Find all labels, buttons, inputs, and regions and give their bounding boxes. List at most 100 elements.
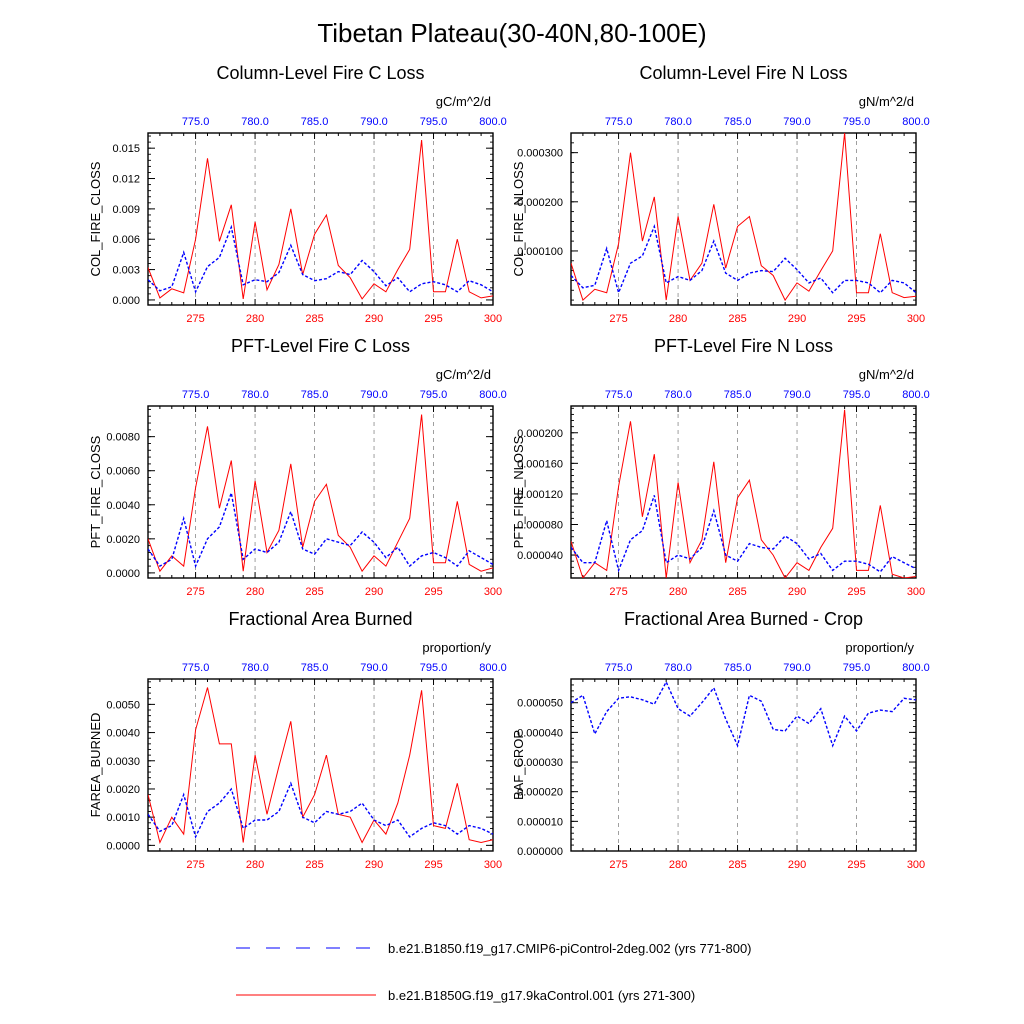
top-tick-label: 775.0	[182, 662, 210, 674]
y-tick-label: 0.000	[112, 295, 140, 307]
top-tick-label: 785.0	[301, 662, 329, 674]
chart-panel-5: Fractional Area Burned proportion/y FAREA_…	[88, 609, 507, 871]
chart-panel-6: Fractional Area Burned - Crop proportion/…	[511, 609, 930, 871]
series-line-blue	[571, 680, 916, 748]
y-tick-label: 0.000080	[517, 519, 563, 531]
top-tick-label: 780.0	[664, 662, 692, 674]
y-tick-label: 0.000000	[517, 846, 563, 858]
y-tick-label: 0.000300	[517, 148, 563, 160]
x-tick-label: 275	[186, 859, 204, 871]
x-tick-label: 285	[305, 586, 323, 598]
x-tick-label: 290	[365, 586, 383, 598]
y-tick-label: 0.0000	[106, 840, 140, 852]
x-tick-label: 285	[728, 313, 746, 325]
x-tick-label: 280	[669, 313, 687, 325]
figure-title: Tibetan Plateau(30-40N,80-100E)	[317, 18, 706, 48]
top-tick-label: 800.0	[902, 389, 930, 401]
top-tick-label: 785.0	[724, 662, 752, 674]
plot-frame	[570, 405, 917, 579]
x-tick-label: 300	[907, 859, 925, 871]
y-tick-label: 0.015	[112, 143, 140, 155]
y-axis-label: PFT_FIRE_CLOSS	[88, 435, 103, 548]
y-tick-label: 0.000120	[517, 489, 563, 501]
x-tick-label: 295	[847, 313, 865, 325]
y-tick-label: 0.000040	[517, 550, 563, 562]
x-tick-label: 295	[424, 586, 442, 598]
plot-frame	[147, 132, 494, 306]
x-tick-label: 290	[788, 859, 806, 871]
series-line-blue	[148, 781, 493, 839]
top-tick-label: 790.0	[360, 116, 388, 128]
y-tick-label: 0.000100	[517, 246, 563, 258]
top-tick-label: 800.0	[902, 662, 930, 674]
y-tick-label: 0.0020	[106, 784, 140, 796]
top-tick-label: 800.0	[479, 389, 507, 401]
plot-frame	[147, 405, 494, 579]
panel-title: Fractional Area Burned	[228, 609, 412, 629]
top-tick-label: 795.0	[420, 662, 448, 674]
panels: Column-Level Fire C Loss gC/m^2/d COL_FIRE…	[88, 63, 930, 871]
y-tick-label: 0.003	[112, 265, 140, 277]
top-tick-label: 800.0	[479, 662, 507, 674]
top-tick-label: 785.0	[301, 389, 329, 401]
y-axis-label: PFT_FIRE_NLOSS	[511, 435, 526, 548]
y-tick-label: 0.000030	[517, 757, 563, 769]
panel-units: proportion/y	[845, 640, 914, 655]
x-tick-label: 300	[907, 313, 925, 325]
series-line-red	[148, 414, 493, 573]
y-tick-label: 0.000020	[517, 787, 563, 799]
series-line-blue	[571, 224, 916, 295]
y-axis-label: COL_FIRE_CLOSS	[88, 161, 103, 276]
panel-title: Column-Level Fire N Loss	[639, 63, 847, 83]
top-tick-label: 795.0	[843, 662, 871, 674]
y-tick-label: 0.0050	[106, 699, 140, 711]
top-tick-label: 780.0	[664, 116, 692, 128]
y-tick-label: 0.0000	[106, 568, 140, 580]
top-tick-label: 775.0	[182, 116, 210, 128]
x-tick-label: 295	[847, 586, 865, 598]
x-tick-label: 280	[246, 586, 264, 598]
x-tick-label: 285	[305, 313, 323, 325]
y-tick-label: 0.000050	[517, 698, 563, 710]
x-tick-label: 300	[907, 586, 925, 598]
plot-frame	[570, 132, 917, 306]
x-tick-label: 280	[246, 859, 264, 871]
series-line-red	[148, 687, 493, 844]
top-tick-label: 775.0	[182, 389, 210, 401]
plot-frame	[570, 678, 917, 852]
top-tick-label: 790.0	[783, 116, 811, 128]
series-line-blue	[148, 490, 493, 569]
x-tick-label: 275	[609, 313, 627, 325]
top-tick-label: 785.0	[301, 116, 329, 128]
panel-units: proportion/y	[422, 640, 491, 655]
x-tick-label: 290	[365, 313, 383, 325]
x-tick-label: 275	[186, 586, 204, 598]
y-tick-label: 0.0040	[106, 728, 140, 740]
series-line-blue	[148, 224, 493, 294]
y-axis-label: COL_FIRE_NLOSS	[511, 161, 526, 276]
y-tick-label: 0.006	[112, 234, 140, 246]
panel-units: gN/m^2/d	[859, 367, 914, 382]
top-tick-label: 795.0	[420, 389, 448, 401]
chart-panel-1: Column-Level Fire C Loss gC/m^2/d COL_FIRE…	[88, 63, 507, 325]
panel-title: Column-Level Fire C Loss	[216, 63, 424, 83]
series-line-red	[571, 133, 916, 302]
y-tick-label: 0.000200	[517, 428, 563, 440]
y-tick-label: 0.012	[112, 174, 140, 186]
plot-frame	[147, 678, 494, 852]
top-tick-label: 775.0	[605, 662, 633, 674]
x-tick-label: 300	[484, 859, 502, 871]
top-tick-label: 780.0	[664, 389, 692, 401]
y-tick-label: 0.0030	[106, 756, 140, 768]
y-tick-label: 0.0020	[106, 534, 140, 546]
top-tick-label: 795.0	[420, 116, 448, 128]
series-line-red	[148, 140, 493, 300]
x-tick-label: 295	[847, 859, 865, 871]
panel-title: PFT-Level Fire C Loss	[231, 336, 410, 356]
x-tick-label: 275	[186, 313, 204, 325]
y-tick-label: 0.0060	[106, 466, 140, 478]
series-line-red	[571, 409, 916, 578]
legend-label: b.e21.B1850G.f19_g17.9kaControl.001 (yrs…	[388, 988, 695, 1003]
y-tick-label: 0.0080	[106, 432, 140, 444]
